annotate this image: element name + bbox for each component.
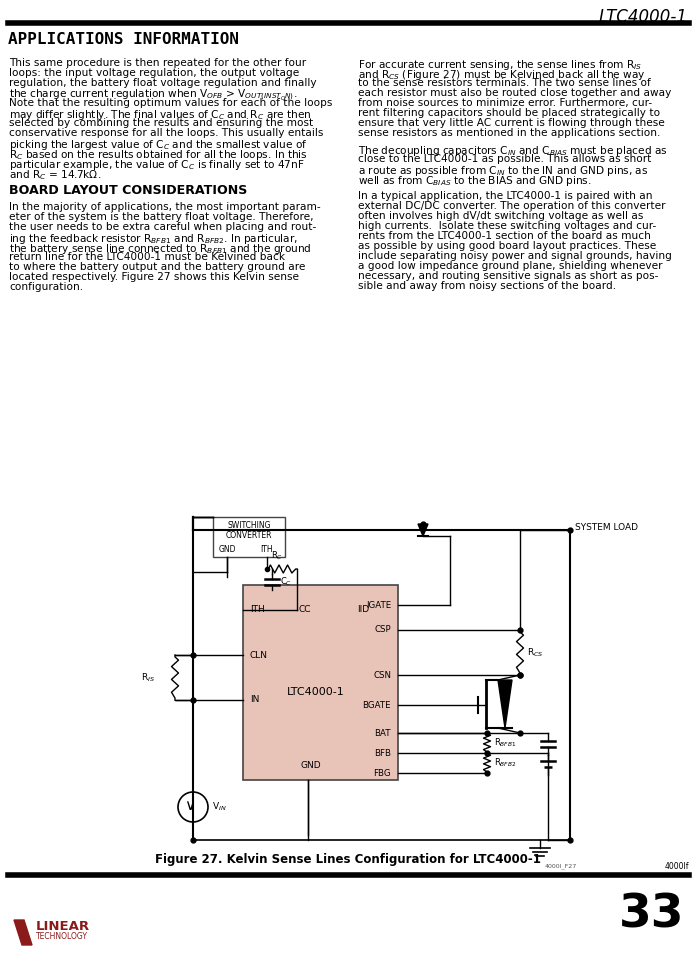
Text: In a typical application, the LTC4000-1 is paired with an: In a typical application, the LTC4000-1 …	[358, 191, 652, 201]
Text: a good low impedance ground plane, shielding whenever: a good low impedance ground plane, shiel…	[358, 261, 663, 271]
Text: This same procedure is then repeated for the other four: This same procedure is then repeated for…	[9, 58, 306, 68]
Text: IID: IID	[357, 605, 369, 615]
Text: 4000I_F27: 4000I_F27	[545, 863, 577, 868]
Text: to where the battery output and the battery ground are: to where the battery output and the batt…	[9, 262, 305, 272]
Text: For accurate current sensing, the sense lines from R$_{IS}$: For accurate current sensing, the sense …	[358, 58, 642, 72]
Text: LTC4000-1: LTC4000-1	[286, 687, 344, 698]
Text: the charge current regulation when V$_{OFB}$ > V$_{OUT(INST_ON)}$.: the charge current regulation when V$_{O…	[9, 88, 298, 103]
Text: ∨: ∨	[185, 797, 196, 813]
Text: Figure 27. Kelvin Sense Lines Configuration for LTC4000-1: Figure 27. Kelvin Sense Lines Configurat…	[155, 853, 541, 867]
Text: external DC/DC converter. The operation of this converter: external DC/DC converter. The operation …	[358, 201, 666, 211]
Text: located respectively. Figure 27 shows this Kelvin sense: located respectively. Figure 27 shows th…	[9, 272, 299, 282]
Text: ensure that very little AC current is flowing through these: ensure that very little AC current is fl…	[358, 118, 665, 128]
Text: necessary, and routing sensitive signals as short as pos-: necessary, and routing sensitive signals…	[358, 271, 659, 281]
Text: R$_{BFB1}$: R$_{BFB1}$	[494, 736, 516, 749]
Text: high currents.  Isolate these switching voltages and cur-: high currents. Isolate these switching v…	[358, 221, 657, 231]
Text: SYSTEM LOAD: SYSTEM LOAD	[575, 523, 638, 533]
Text: ITH: ITH	[261, 545, 273, 555]
Text: R$_{IS}$: R$_{IS}$	[141, 672, 155, 684]
Text: Note that the resulting optimum values for each of the loops: Note that the resulting optimum values f…	[9, 98, 332, 108]
Text: 4000lf: 4000lf	[664, 862, 689, 871]
Bar	[213, 517, 285, 557]
Text: GND: GND	[300, 760, 321, 769]
Text: R$_C$: R$_C$	[271, 549, 283, 562]
Text: The decoupling capacitors C$_{IN}$ and C$_{BIAS}$ must be placed as: The decoupling capacitors C$_{IN}$ and C…	[358, 145, 668, 158]
Text: a route as possible from C$_{IN}$ to the IN and GND pins, as: a route as possible from C$_{IN}$ to the…	[358, 164, 648, 179]
Text: ing the feedback resistor R$_{BFB1}$ and R$_{BFB2}$. In particular,: ing the feedback resistor R$_{BFB1}$ and…	[9, 232, 298, 246]
Text: as possible by using good board layout practices. These: as possible by using good board layout p…	[358, 241, 657, 251]
Text: and R$_{CS}$ (Figure 27) must be Kelvined back all the way: and R$_{CS}$ (Figure 27) must be Kelvine…	[358, 68, 645, 82]
Text: conservative response for all the loops. This usually entails: conservative response for all the loops.…	[9, 128, 323, 138]
Text: particular example, the value of C$_C$ is finally set to 47nF: particular example, the value of C$_C$ i…	[9, 158, 305, 172]
Text: eter of the system is the battery float voltage. Therefore,: eter of the system is the battery float …	[9, 212, 314, 222]
Text: In the majority of applications, the most important param-: In the majority of applications, the mos…	[9, 202, 321, 212]
Text: configuration.: configuration.	[9, 282, 83, 292]
Text: the battery sense line connected to R$_{BFB1}$ and the ground: the battery sense line connected to R$_{…	[9, 242, 312, 256]
Text: BAT: BAT	[374, 729, 391, 737]
Text: sible and away from noisy sections of the board.: sible and away from noisy sections of th…	[358, 281, 616, 291]
Text: C$_C$: C$_C$	[280, 576, 292, 589]
Text: sense resistors as mentioned in the applications section.: sense resistors as mentioned in the appl…	[358, 128, 660, 138]
Text: FBG: FBG	[374, 768, 391, 778]
Text: well as from C$_{BIAS}$ to the BIAS and GND pins.: well as from C$_{BIAS}$ to the BIAS and …	[358, 175, 592, 188]
Text: LTC4000-1: LTC4000-1	[599, 8, 688, 26]
Text: TECHNOLOGY: TECHNOLOGY	[36, 932, 88, 941]
Text: LINEAR: LINEAR	[36, 920, 90, 933]
Text: ITH: ITH	[250, 605, 265, 615]
Text: rents from the LTC4000-1 section of the board as much: rents from the LTC4000-1 section of the …	[358, 231, 651, 241]
Text: loops: the input voltage regulation, the output voltage: loops: the input voltage regulation, the…	[9, 68, 299, 78]
Text: and R$_C$ = 14.7kΩ.: and R$_C$ = 14.7kΩ.	[9, 168, 101, 181]
Text: V$_{IN}$: V$_{IN}$	[212, 801, 227, 813]
Text: to the sense resistors terminals. The two sense lines of: to the sense resistors terminals. The tw…	[358, 78, 651, 88]
Text: CSP: CSP	[374, 625, 391, 635]
Text: GND: GND	[218, 545, 236, 555]
Text: R$_{CS}$: R$_{CS}$	[527, 647, 544, 659]
Text: may differ slightly. The final values of C$_C$ and R$_C$ are then: may differ slightly. The final values of…	[9, 108, 312, 122]
Text: IGATE: IGATE	[366, 600, 391, 610]
Text: each resistor must also be routed close together and away: each resistor must also be routed close …	[358, 88, 671, 98]
Text: BFB: BFB	[374, 749, 391, 758]
Text: BGATE: BGATE	[362, 701, 391, 709]
Text: R$_{BFB2}$: R$_{BFB2}$	[494, 757, 516, 769]
Text: IN: IN	[250, 696, 259, 704]
Text: often involves high dV/dt switching voltage as well as: often involves high dV/dt switching volt…	[358, 211, 643, 221]
Text: CLN: CLN	[250, 650, 268, 659]
Text: 33: 33	[618, 893, 684, 938]
Text: BOARD LAYOUT CONSIDERATIONS: BOARD LAYOUT CONSIDERATIONS	[9, 184, 247, 198]
Text: return line for the LTC4000-1 must be Kelvined back: return line for the LTC4000-1 must be Ke…	[9, 252, 285, 262]
Text: SWITCHING: SWITCHING	[227, 520, 270, 530]
Bar	[243, 585, 398, 780]
Text: the user needs to be extra careful when placing and rout-: the user needs to be extra careful when …	[9, 222, 316, 232]
Text: from noise sources to minimize error. Furthermore, cur-: from noise sources to minimize error. Fu…	[358, 98, 652, 108]
Text: APPLICATIONS INFORMATION: APPLICATIONS INFORMATION	[8, 32, 239, 47]
Text: rent filtering capacitors should be placed strategically to: rent filtering capacitors should be plac…	[358, 108, 660, 118]
Text: selected by combining the results and ensuring the most: selected by combining the results and en…	[9, 118, 313, 128]
Text: CONVERTER: CONVERTER	[226, 531, 273, 539]
Text: CC: CC	[299, 605, 312, 615]
Polygon shape	[498, 680, 512, 728]
Text: close to the LTC4000-1 as possible. This allows as short: close to the LTC4000-1 as possible. This…	[358, 154, 652, 164]
Polygon shape	[14, 920, 32, 945]
Text: R$_C$ based on the results obtained for all the loops. In this: R$_C$ based on the results obtained for …	[9, 148, 308, 162]
Polygon shape	[418, 524, 428, 536]
Text: regulation, the battery float voltage regulation and finally: regulation, the battery float voltage re…	[9, 78, 316, 88]
Text: picking the largest value of C$_C$ and the smallest value of: picking the largest value of C$_C$ and t…	[9, 138, 307, 152]
Text: include separating noisy power and signal grounds, having: include separating noisy power and signa…	[358, 251, 672, 261]
Text: CSN: CSN	[373, 671, 391, 679]
